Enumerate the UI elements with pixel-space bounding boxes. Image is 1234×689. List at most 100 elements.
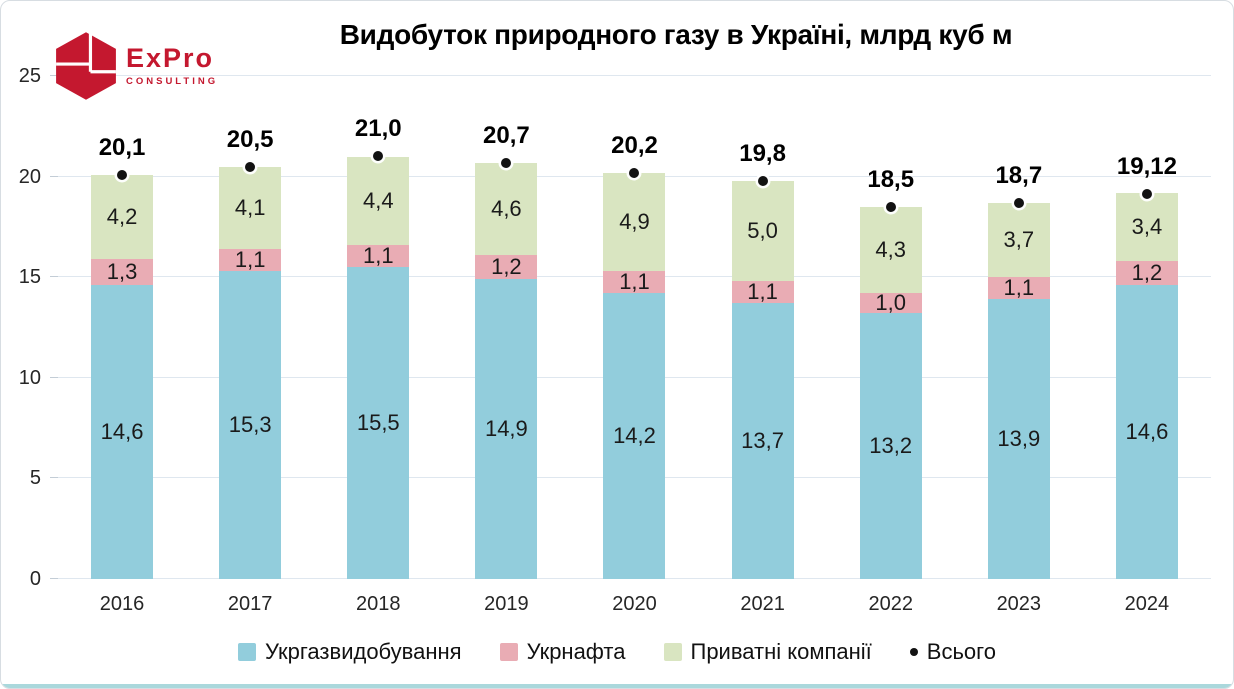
legend-label: Приватні компанії	[690, 639, 872, 664]
chart-title: Видобуток природного газу в Україні, млр…	[339, 19, 1013, 50]
x-tick-label-2019: 2019	[484, 593, 529, 615]
bar-stack-2023: 13,9 1,1 3,7	[987, 76, 1050, 579]
legend-label: Укргазвидобування	[265, 639, 462, 664]
y-tick-label-5: 5	[29, 467, 41, 490]
bar-segment-label: 13,2	[869, 433, 913, 459]
total-label: 18,7	[995, 161, 1043, 189]
x-tick-label-2024: 2024	[1124, 593, 1170, 615]
bar-segment-label: 14,9	[484, 416, 528, 442]
bar-segment: 3,4	[1115, 192, 1178, 262]
total-marker-dot	[501, 157, 512, 168]
bar-column-2017: 15,3 1,1 4,1 20,5	[186, 76, 314, 579]
y-tick-label-15: 15	[18, 266, 41, 289]
bar-segment-label: 14,6	[100, 419, 144, 445]
bar-segment: 4,2	[91, 174, 154, 260]
bar-segment: 4,4	[347, 156, 410, 246]
legend-label: Всього	[926, 639, 996, 664]
bar-columns: 14,6 1,3 4,2 20,1 15,3 1,1 4,1 20,5 15,5 1,1 4,4 21…	[58, 76, 1211, 579]
y-axis-labels: 0 5 10 15 20 25	[1, 66, 45, 589]
bar-segment: 1,3	[91, 259, 154, 286]
bar-column-2019: 14,9 1,2 4,6 20,7	[442, 76, 570, 579]
bar-segment: 1,1	[347, 243, 410, 269]
total-marker-dot	[885, 201, 896, 212]
total-label: 20,7	[483, 121, 530, 149]
legend-item-total: Всього	[909, 639, 996, 664]
bar-segment-label: 1,1	[362, 243, 394, 269]
bar-segment: 1,1	[219, 247, 282, 273]
total-label: 18,5	[867, 165, 915, 193]
bar-segment-label: 4,3	[875, 237, 906, 263]
bar-segment-label: 1,1	[1003, 275, 1035, 301]
x-tick-label-2022: 2022	[868, 593, 913, 615]
total-label: 19,8	[739, 139, 786, 167]
bar-column-2016: 14,6 1,3 4,2 20,1	[58, 76, 186, 579]
bar-segment: 13,2	[859, 313, 922, 579]
bar-stack-2020: 14,2 1,1 4,9	[603, 76, 666, 579]
y-tick-label-10: 10	[18, 366, 41, 389]
expro-hexagon-icon	[56, 32, 116, 100]
bar-column-2023: 13,9 1,1 3,7 18,7	[955, 76, 1083, 579]
bar-segment-label: 4,1	[234, 194, 266, 220]
bar-segment: 4,3	[859, 206, 922, 294]
x-axis-labels: 2016 2017 2018 2019 2020 2021 2022 2023 2024	[58, 593, 1211, 616]
bar-column-2018: 15,5 1,1 4,4 21,0	[314, 76, 442, 579]
bar-segment-label: 3,7	[1003, 227, 1035, 252]
bar-segment-label: 1,1	[234, 247, 266, 273]
bar-segment: 4,6	[475, 162, 538, 256]
bar-segment-label: 13,7	[741, 428, 784, 454]
bar-stack-2022: 13,2 1,0 4,3	[859, 76, 922, 579]
expro-logo: ExPro CONSULTING	[54, 31, 218, 101]
bar-segment: 13,7	[731, 303, 794, 579]
total-marker-dot	[629, 167, 640, 178]
bar-segment: 15,5	[347, 267, 410, 579]
total-marker-dot	[373, 151, 384, 162]
bar-segment: 4,9	[603, 172, 666, 272]
bar-segment: 5,0	[731, 180, 794, 282]
bar-segment-label: 1,3	[106, 259, 138, 285]
legend-swatch-green-icon	[663, 643, 682, 661]
bar-segment-label: 1,2	[491, 254, 522, 280]
legend-item-ukrgazvydobuvannya: Укргазвидобування	[238, 641, 462, 663]
x-tick-label-2017: 2017	[227, 593, 273, 615]
total-marker-dot	[757, 175, 768, 186]
bar-segment: 1,1	[603, 269, 666, 295]
bar-stack-2021: 13,7 1,1 5,0	[731, 76, 794, 579]
bar-stack-2018: 15,5 1,1 4,4	[347, 76, 410, 579]
legend: Укргазвидобування Укрнафта Приватні комп…	[1, 641, 1233, 663]
y-tick-label-0: 0	[29, 568, 41, 590]
bar-segment-label: 3,4	[1131, 213, 1163, 239]
bar-segment: 1,0	[859, 292, 922, 314]
legend-swatch-blue-icon	[238, 643, 257, 661]
total-label: 20,5	[226, 125, 274, 153]
bar-segment-label: 4,6	[491, 195, 522, 221]
legend-label: Укрнафта	[526, 639, 626, 664]
total-marker-dot	[1141, 189, 1152, 200]
total-marker-dot	[117, 169, 128, 180]
bar-segment: 4,1	[219, 166, 282, 250]
x-tick-label-2023: 2023	[996, 593, 1042, 615]
bar-column-2021: 13,7 1,1 5,0 19,8	[699, 76, 827, 579]
bar-segment: 13,9	[987, 299, 1050, 579]
bar-segment-label: 1,1	[619, 269, 650, 295]
total-label: 20,1	[98, 133, 146, 161]
x-tick-label-2016: 2016	[99, 593, 145, 615]
bar-segment-label: 13,9	[997, 426, 1041, 452]
legend-item-ukrnafta: Укрнафта	[499, 639, 626, 664]
legend-item-private-companies: Приватні компанії	[663, 639, 872, 664]
bar-segment: 1,2	[1115, 261, 1178, 286]
bar-segment: 1,1	[731, 279, 794, 305]
y-tick-label-25: 25	[18, 65, 41, 87]
bar-segment: 15,3	[219, 271, 282, 579]
x-tick-label-2018: 2018	[356, 593, 401, 615]
bar-segment: 14,2	[603, 293, 666, 579]
bar-segment: 3,7	[987, 202, 1050, 278]
legend-swatch-pink-icon	[499, 643, 518, 661]
total-label: 19,12	[1116, 153, 1177, 181]
bar-segment-label: 1,1	[747, 279, 778, 305]
x-tick-label-2020: 2020	[612, 593, 657, 615]
y-tick-label-20: 20	[18, 165, 41, 188]
bar-segment-label: 14,6	[1125, 419, 1169, 445]
bar-segment-label: 4,2	[106, 203, 138, 229]
bar-stack-2016: 14,6 1,3 4,2	[91, 76, 154, 579]
